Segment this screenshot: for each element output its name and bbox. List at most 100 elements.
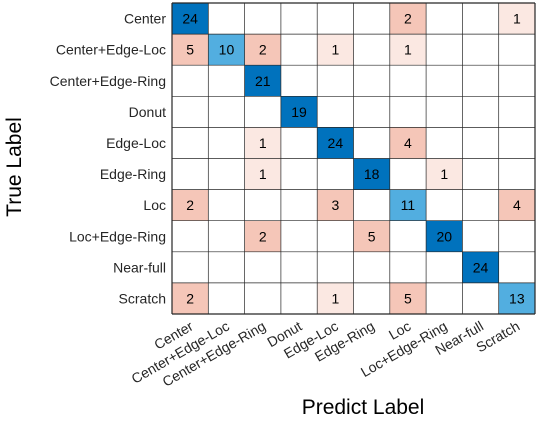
matrix-cell [353, 127, 390, 159]
matrix-cell [317, 158, 354, 190]
cell-value-label: 1 [331, 290, 339, 306]
matrix-cell [462, 127, 499, 159]
matrix-cell [244, 127, 281, 159]
matrix-cell [244, 3, 281, 35]
matrix-cell [280, 34, 318, 66]
matrix-cell [353, 65, 390, 97]
matrix-cell [172, 189, 209, 221]
matrix-cell [317, 220, 354, 252]
matrix-cell [462, 158, 499, 190]
matrix-cell [498, 189, 535, 221]
matrix-cell [317, 251, 354, 283]
matrix-cell [389, 282, 427, 314]
cell-value-label: 1 [259, 166, 267, 182]
matrix-cell [498, 127, 535, 159]
y-axis-title: True Label [3, 117, 26, 217]
cell-value-label: 1 [331, 42, 339, 58]
cell-value-label: 11 [401, 197, 416, 213]
matrix-cell [353, 282, 390, 314]
matrix-cell [317, 65, 354, 97]
matrix-cell [426, 189, 463, 221]
matrix-cell [462, 220, 499, 252]
row-tick-label: Scratch [119, 290, 166, 306]
matrix-cell [389, 158, 427, 190]
matrix-cell [353, 96, 390, 128]
matrix-cell [389, 65, 427, 97]
matrix-cell [462, 3, 499, 35]
matrix-cell [389, 251, 427, 283]
matrix-cell [389, 34, 427, 66]
matrix-cell [498, 34, 535, 66]
cell-value-label: 2 [186, 197, 194, 213]
matrix-cell [426, 65, 463, 97]
matrix-cell [426, 96, 463, 128]
cell-value-label: 1 [404, 42, 412, 58]
matrix-cell [172, 65, 209, 97]
row-tick-label: Near-full [113, 259, 166, 275]
cell-value-label: 24 [328, 135, 344, 151]
cell-value-label: 24 [182, 11, 198, 27]
row-tick-label: Edge-Ring [100, 166, 166, 182]
matrix-cell [280, 127, 318, 159]
matrix-cell [462, 34, 499, 66]
matrix-cell [244, 251, 281, 283]
row-tick-label: Donut [129, 104, 166, 120]
matrix-cell [244, 158, 281, 190]
matrix-cell [172, 96, 209, 128]
matrix-cell [498, 158, 535, 190]
matrix-cell [280, 3, 318, 35]
matrix-cell [426, 3, 463, 35]
matrix-cell [426, 220, 463, 252]
matrix-cell [208, 158, 245, 190]
cell-value-label: 19 [291, 104, 307, 120]
matrix-cell [172, 251, 209, 283]
matrix-cell [498, 220, 535, 252]
matrix-cell [462, 282, 499, 314]
cell-value-label: 5 [368, 228, 376, 244]
matrix-cell [353, 3, 390, 35]
row-tick-label: Center [124, 11, 166, 27]
matrix-cell [208, 3, 245, 35]
row-tick-labels: Center Center+Edge-Loc Center+Edge-Ring Don… [50, 11, 167, 307]
cell-value-label: 1 [513, 11, 521, 27]
matrix-cell [389, 96, 427, 128]
matrix-cell [280, 189, 318, 221]
matrix-cell [389, 220, 427, 252]
cell-value-label: 24 [473, 259, 489, 275]
matrix-cell [280, 251, 318, 283]
cell-value-label: 10 [219, 42, 235, 58]
matrix-cell [208, 189, 245, 221]
matrix-cell [244, 220, 281, 252]
row-tick-label: Center+Edge-Loc [56, 42, 166, 58]
matrix-cell [280, 96, 318, 128]
row-tick-label: Loc [143, 197, 166, 213]
row-tick-label: Edge-Loc [106, 135, 166, 151]
column-tick-labels: CenterCenter+Edge-LocCenter+Edge-RingDon… [129, 318, 523, 390]
matrix-cell [208, 220, 245, 252]
matrix-cell [426, 158, 463, 190]
cell-value-label: 1 [259, 135, 267, 151]
matrix-cell [208, 34, 245, 66]
x-axis-title: Predict Label [302, 396, 425, 419]
row-tick-label: Loc+Edge-Ring [69, 228, 166, 244]
matrix-cell [498, 3, 535, 35]
matrix-cell [462, 251, 499, 283]
matrix-cell [317, 3, 354, 35]
cell-value-label: 2 [186, 290, 194, 306]
matrix-cell [172, 34, 209, 66]
matrix-cell [244, 282, 281, 314]
matrix-cell [317, 127, 354, 159]
cell-value-label: 4 [513, 197, 521, 213]
matrix-cell [353, 251, 390, 283]
matrix-cell [426, 34, 463, 66]
matrix-cell [244, 96, 281, 128]
matrix-cell [317, 96, 354, 128]
matrix-cell [462, 189, 499, 221]
matrix-cell [208, 282, 245, 314]
cell-value-label: 2 [259, 42, 267, 58]
cell-value-label: 2 [404, 11, 412, 27]
matrix-cell [244, 189, 281, 221]
matrix-cell [462, 96, 499, 128]
matrix-cell [317, 189, 354, 221]
